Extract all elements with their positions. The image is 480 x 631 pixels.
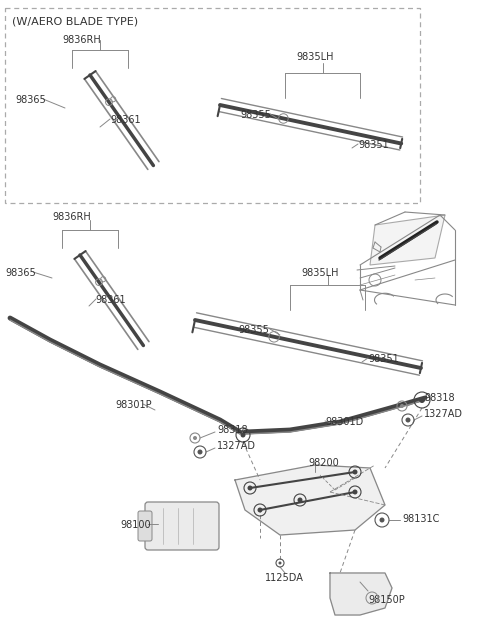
- Text: 98355: 98355: [238, 325, 269, 335]
- Circle shape: [298, 497, 302, 502]
- Text: 98365: 98365: [15, 95, 46, 105]
- Text: 98351: 98351: [358, 140, 389, 150]
- Text: 98318: 98318: [424, 393, 455, 403]
- Bar: [5, 8, 420, 203]
- Text: 1327AD: 1327AD: [424, 409, 463, 419]
- Circle shape: [352, 490, 358, 495]
- Text: 98150P: 98150P: [368, 595, 405, 605]
- Text: 9836RH: 9836RH: [52, 212, 91, 222]
- Text: 98100: 98100: [120, 520, 151, 530]
- Text: 98355: 98355: [240, 110, 271, 120]
- Circle shape: [278, 562, 281, 565]
- Circle shape: [406, 418, 410, 423]
- FancyBboxPatch shape: [138, 511, 152, 541]
- Circle shape: [400, 404, 404, 408]
- Polygon shape: [370, 215, 445, 265]
- Text: 98361: 98361: [95, 295, 126, 305]
- Polygon shape: [330, 573, 392, 615]
- Text: 98365: 98365: [5, 268, 36, 278]
- Text: (W/AERO BLADE TYPE): (W/AERO BLADE TYPE): [12, 16, 138, 26]
- FancyBboxPatch shape: [145, 502, 219, 550]
- Text: 1327AD: 1327AD: [217, 441, 256, 451]
- Circle shape: [193, 436, 197, 440]
- Circle shape: [380, 517, 384, 522]
- Circle shape: [352, 469, 358, 475]
- Text: 1125DA: 1125DA: [265, 573, 304, 583]
- Text: 9836RH: 9836RH: [62, 35, 101, 45]
- Circle shape: [257, 507, 263, 512]
- Text: 98200: 98200: [308, 458, 339, 468]
- Text: 98301D: 98301D: [325, 417, 363, 427]
- Text: 9835LH: 9835LH: [301, 268, 338, 278]
- Circle shape: [240, 432, 245, 437]
- Text: 9835LH: 9835LH: [296, 52, 334, 62]
- Circle shape: [197, 449, 203, 454]
- Text: 98361: 98361: [110, 115, 141, 125]
- Text: 98301P: 98301P: [115, 400, 152, 410]
- Text: 98131C: 98131C: [402, 514, 439, 524]
- Polygon shape: [235, 465, 385, 535]
- Text: 98351: 98351: [368, 354, 399, 364]
- Text: 98318: 98318: [217, 425, 248, 435]
- Circle shape: [419, 397, 425, 403]
- Circle shape: [248, 485, 252, 490]
